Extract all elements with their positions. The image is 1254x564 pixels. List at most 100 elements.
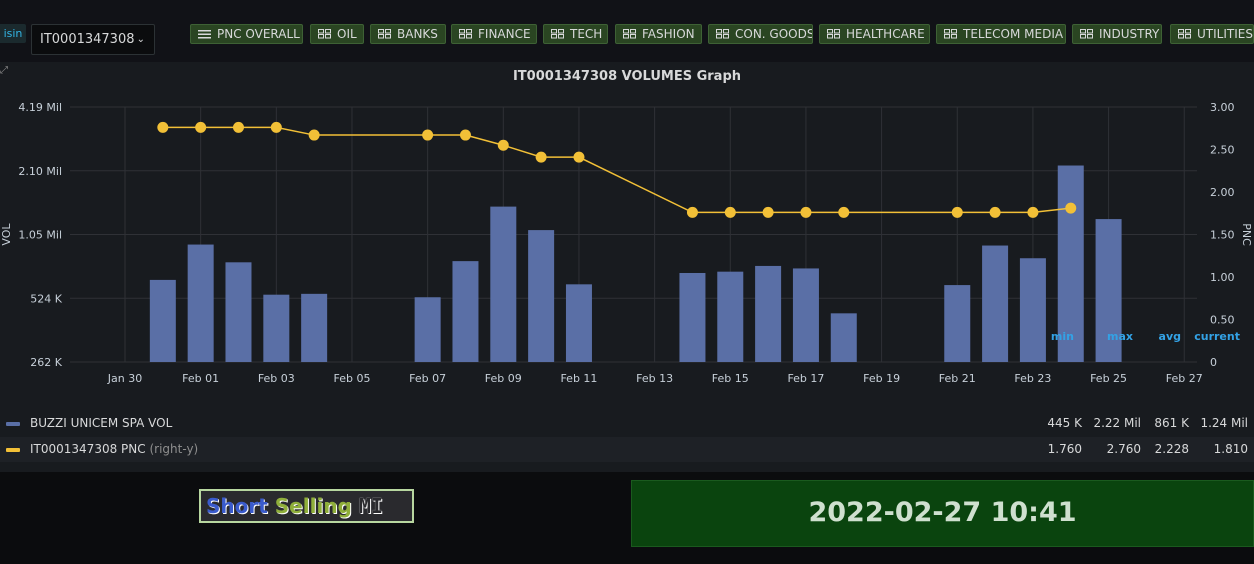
x-tick-label: Feb 09	[485, 372, 522, 385]
volume-bar	[528, 230, 555, 362]
pnc-point	[1027, 206, 1039, 218]
nav-button-pnc-overall[interactable]: PNC OVERALL	[190, 24, 303, 44]
dashboard-icon	[1178, 26, 1192, 39]
pnc-point	[724, 206, 736, 218]
legend-current: 1.24 Mil	[1200, 416, 1248, 430]
nav-button-label: OIL	[337, 27, 357, 41]
panel-title: IT0001347308 VOLUMES Graph	[512, 69, 742, 84]
isin-dropdown[interactable]: IT0001347308 ⌄	[31, 24, 155, 55]
volume-bar	[263, 294, 290, 362]
dashboard-icon	[318, 26, 332, 39]
legend-row-pnc[interactable]: IT0001347308 PNC (right-y) 1.760 2.760 2…	[0, 437, 1254, 462]
logo-word-selling: Selling	[274, 494, 352, 518]
legend-series-name[interactable]: BUZZI UNICEM SPA VOL	[30, 416, 173, 430]
x-tick-label: Feb 15	[712, 372, 749, 385]
nav-button-industry[interactable]: INDUSTRY	[1072, 24, 1162, 44]
x-tick-label: Feb 11	[560, 372, 597, 385]
x-tick-label: Jan 30	[107, 372, 142, 385]
y-right-tick-label: 2.50	[1210, 144, 1235, 157]
pnc-point	[195, 121, 207, 133]
x-tick-label: Feb 03	[258, 372, 295, 385]
volume-bar	[982, 245, 1009, 362]
legend-header-max[interactable]: max	[1107, 330, 1133, 343]
pnc-point	[951, 206, 963, 218]
nav-button-label: BANKS	[397, 27, 438, 41]
x-tick-label: Feb 25	[1090, 372, 1127, 385]
nav-button-con-goods[interactable]: CON. GOODS	[708, 24, 813, 44]
nav-button-label: INDUSTRY	[1099, 27, 1160, 41]
nav-button-label: FASHION	[642, 27, 695, 41]
nav-button-utilities[interactable]: UTILITIES	[1170, 24, 1254, 44]
pnc-point	[497, 139, 509, 151]
legend-swatch-volume	[6, 422, 20, 426]
volume-bar	[490, 206, 517, 362]
nav-button-healthcare[interactable]: HEALTHCARE	[819, 24, 930, 44]
legend-header-current[interactable]: current	[1194, 330, 1240, 343]
dashboard-icon	[459, 26, 473, 39]
nav-button-oil[interactable]: OIL	[310, 24, 364, 44]
dashboard-icon	[944, 26, 958, 39]
legend-max: 2.760	[1106, 442, 1141, 456]
volume-bar	[452, 261, 479, 362]
x-tick-label: Feb 07	[409, 372, 446, 385]
legend-current: 1.810	[1213, 442, 1248, 456]
dashboard-icon	[378, 26, 392, 39]
pnc-point	[573, 151, 585, 163]
volume-bar	[149, 279, 176, 362]
logo-word-mi: MI	[358, 494, 383, 518]
legend-min: 445 K	[1047, 416, 1082, 430]
y-left-tick-label: 524 K	[30, 292, 62, 305]
nav-button-label: CON. GOODS	[735, 27, 813, 41]
y-left-tick-label: 2.10 Mil	[18, 165, 62, 178]
nav-button-label: PNC OVERALL	[217, 27, 300, 41]
volume-bar	[1057, 165, 1084, 362]
legend-header-avg[interactable]: avg	[1158, 330, 1181, 343]
volumes-chart: 262 K 524 K 1.05 Mil 2.10 Mil 4.19 Mil 0 0.50 1…	[0, 101, 1253, 385]
y-right-tick-label: 1.50	[1210, 229, 1235, 242]
nav-button-banks[interactable]: BANKS	[370, 24, 446, 44]
logo-word-short: Short	[206, 494, 268, 518]
nav-button-label: UTILITIES	[1197, 27, 1253, 41]
pnc-point	[762, 206, 774, 218]
volume-bar	[717, 271, 744, 362]
expand-icon[interactable]: ⤢	[0, 65, 8, 76]
legend-series-name[interactable]: IT0001347308 PNC (right-y)	[30, 437, 198, 462]
x-tick-label: Feb 01	[182, 372, 219, 385]
legend-row-volume[interactable]: BUZZI UNICEM SPA VOL 445 K 2.22 Mil 861 …	[0, 411, 1254, 436]
top-toolbar: isin IT0001347308 ⌄ PNC OVERALL OIL BANKS F…	[0, 0, 1254, 62]
nav-button-tech[interactable]: TECH	[543, 24, 608, 44]
x-tick-label: Feb 13	[636, 372, 673, 385]
legend-series-label: IT0001347308 PNC	[30, 442, 146, 456]
nav-button-finance[interactable]: FINANCE	[451, 24, 537, 44]
x-tick-label: Feb 05	[333, 372, 370, 385]
nav-button-telecom-media[interactable]: TELECOM MEDIA	[936, 24, 1066, 44]
menu-icon	[198, 26, 212, 39]
clock-display: 2022-02-27 10:41	[631, 480, 1254, 547]
legend-avg: 861 K	[1154, 416, 1189, 430]
y-left-tick-label: 1.05 Mil	[18, 229, 62, 242]
dashboard-icon	[623, 26, 637, 39]
y-right-tick-label: 0.50	[1210, 314, 1235, 327]
isin-variable-label: isin	[0, 24, 26, 43]
chevron-down-icon: ⌄	[136, 34, 145, 45]
pnc-point	[157, 121, 169, 133]
y-left-axis-label: VOL	[0, 223, 13, 246]
dashboard-icon	[1080, 26, 1094, 39]
pnc-point	[459, 129, 471, 141]
x-tick-label: Feb 27	[1166, 372, 1203, 385]
legend-max: 2.22 Mil	[1093, 416, 1141, 430]
short-selling-logo: Short Selling MI	[199, 489, 414, 523]
volume-bar	[187, 244, 214, 362]
volume-bar	[565, 284, 592, 362]
legend-swatch-pnc	[6, 448, 20, 452]
dashboard-icon	[551, 26, 565, 39]
x-tick-label: Feb 19	[863, 372, 900, 385]
pnc-point	[535, 151, 547, 163]
legend-header-min[interactable]: min	[1050, 330, 1074, 343]
y-right-tick-label: 0	[1210, 356, 1217, 369]
nav-button-label: TELECOM MEDIA	[963, 27, 1064, 41]
nav-button-fashion[interactable]: FASHION	[615, 24, 702, 44]
y-right-axis-label: PNC	[1240, 223, 1253, 246]
volume-bar	[755, 265, 782, 362]
legend-avg: 2.228	[1154, 442, 1189, 456]
